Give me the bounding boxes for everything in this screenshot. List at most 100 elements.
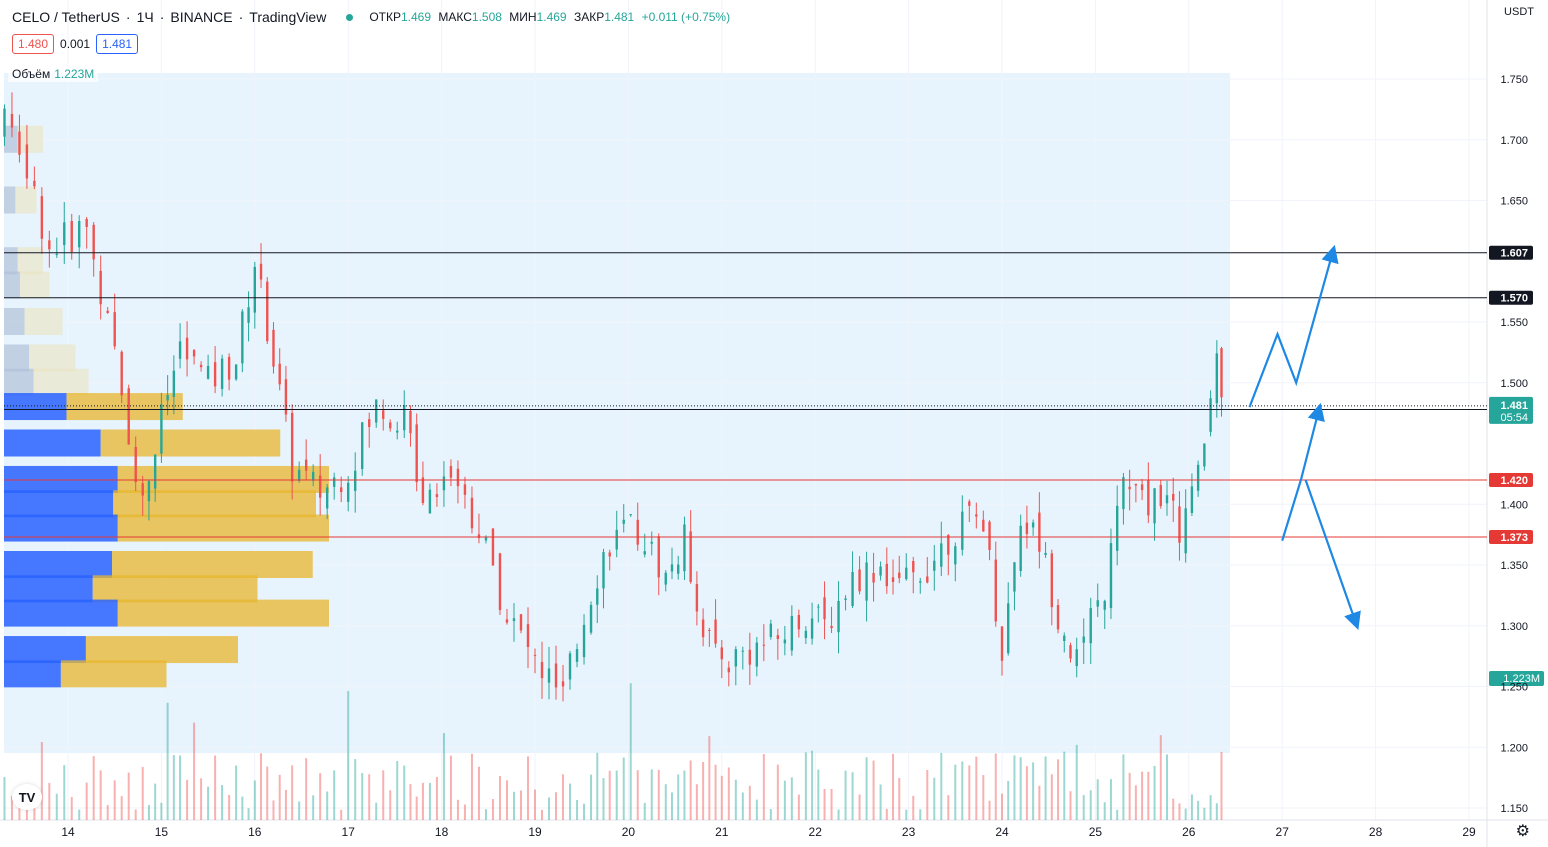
candle-body bbox=[940, 543, 943, 567]
candle-body bbox=[304, 459, 308, 471]
volume-bar bbox=[555, 792, 558, 820]
symbol-title[interactable]: CELO / TetherUS bbox=[12, 9, 120, 25]
volume-bar bbox=[1032, 762, 1035, 820]
level-price-tag bbox=[1489, 530, 1533, 545]
candle-body bbox=[810, 618, 814, 639]
candle-body bbox=[220, 358, 224, 389]
candle-body bbox=[1038, 512, 1041, 552]
volume-bar bbox=[608, 770, 611, 820]
interval-label[interactable]: 1Ч bbox=[136, 9, 154, 25]
volume-bar bbox=[1044, 756, 1047, 820]
market-status-icon bbox=[346, 13, 354, 21]
chart-header: CELO / TetherUS · 1Ч · BINANCE · Trading… bbox=[12, 9, 734, 25]
volume-profile-up-bar bbox=[4, 636, 86, 664]
candle-body bbox=[905, 567, 908, 580]
buy-price-button[interactable]: 1.481 bbox=[96, 34, 139, 54]
candle-body bbox=[199, 364, 203, 368]
sell-price-button[interactable]: 1.480 bbox=[12, 34, 55, 54]
candle-body bbox=[1019, 525, 1022, 572]
candle-body bbox=[491, 528, 495, 566]
volume-bar bbox=[912, 795, 915, 820]
volume-bar bbox=[879, 784, 882, 820]
exchange-label: BINANCE bbox=[170, 9, 233, 25]
candle-body bbox=[234, 364, 238, 380]
volume-bar bbox=[988, 800, 991, 820]
candle-body bbox=[1220, 348, 1223, 398]
volume-bar bbox=[1038, 785, 1041, 820]
candle-body bbox=[830, 625, 833, 629]
candle-body bbox=[259, 263, 263, 280]
candle-body bbox=[247, 307, 250, 323]
candle-body bbox=[1190, 486, 1194, 513]
currency-label[interactable]: USDT bbox=[1504, 6, 1534, 18]
volume-bar bbox=[689, 760, 692, 820]
candle-body bbox=[891, 577, 895, 583]
volume-bar bbox=[714, 764, 717, 820]
candle-body bbox=[912, 561, 915, 573]
volume-bar bbox=[1209, 795, 1212, 820]
volume-bar bbox=[70, 797, 73, 820]
volume-bar bbox=[940, 752, 943, 820]
candle-body bbox=[947, 534, 950, 555]
candle-body bbox=[1069, 645, 1072, 659]
volume-bar bbox=[1166, 754, 1169, 820]
volume-bar bbox=[741, 792, 744, 820]
volume-bar bbox=[354, 759, 357, 820]
volume-bar bbox=[291, 765, 294, 820]
volume-bar bbox=[207, 786, 210, 820]
volume-bar bbox=[179, 755, 182, 820]
volume-bar bbox=[947, 795, 950, 820]
candle-body bbox=[18, 131, 21, 155]
volume-bar bbox=[1116, 809, 1119, 820]
candle-body bbox=[120, 351, 123, 396]
volume-bar bbox=[844, 770, 847, 820]
volume-bar bbox=[505, 780, 508, 820]
candle-body bbox=[241, 311, 244, 364]
volume-bar bbox=[885, 808, 888, 820]
time-tick-label: 23 bbox=[902, 825, 916, 839]
time-tick-label: 26 bbox=[1182, 825, 1196, 839]
candle-body bbox=[683, 524, 686, 572]
volume-bar bbox=[727, 767, 730, 820]
volume-bar bbox=[235, 765, 238, 820]
volume-bar bbox=[657, 769, 660, 820]
candle-body bbox=[988, 521, 991, 550]
candle-body bbox=[769, 623, 773, 637]
volume-profile-up-bar bbox=[4, 660, 61, 688]
volume-bar bbox=[154, 783, 157, 820]
volume-bar bbox=[748, 785, 751, 820]
candle-body bbox=[622, 519, 625, 524]
volume-bar bbox=[769, 809, 772, 820]
candle-body bbox=[403, 404, 406, 431]
level-price-tag bbox=[1489, 245, 1533, 260]
volume-bar bbox=[389, 790, 392, 820]
volume-bar bbox=[776, 764, 779, 820]
volume-bar bbox=[1089, 790, 1092, 820]
candle-body bbox=[844, 598, 847, 600]
candle-body bbox=[1147, 479, 1150, 516]
candle-body bbox=[575, 649, 579, 662]
candle-body bbox=[361, 422, 364, 470]
candle-body bbox=[10, 113, 14, 128]
volume-bar bbox=[214, 755, 217, 820]
candle-body bbox=[695, 583, 699, 612]
volume-bar bbox=[48, 782, 51, 820]
volume-bar bbox=[615, 770, 618, 820]
tradingview-logo[interactable]: TV bbox=[12, 784, 42, 810]
volume-bar bbox=[284, 789, 287, 820]
volume-bar bbox=[1184, 808, 1187, 820]
candle-body bbox=[608, 552, 611, 557]
volume-bar bbox=[333, 770, 336, 820]
volume-bar bbox=[670, 792, 673, 820]
candle-body bbox=[48, 240, 51, 250]
volume-profile-up-bar bbox=[4, 429, 101, 457]
candle-body bbox=[1196, 464, 1200, 491]
volume-bar bbox=[319, 773, 322, 820]
settings-gear-icon[interactable]: ⚙ bbox=[1515, 823, 1530, 840]
volume-bar bbox=[1103, 802, 1106, 820]
volume-bar bbox=[435, 777, 438, 820]
volume-bar bbox=[247, 808, 250, 820]
volume-legend[interactable]: Объём 1.223M bbox=[8, 66, 99, 82]
time-tick-label: 24 bbox=[995, 825, 1009, 839]
